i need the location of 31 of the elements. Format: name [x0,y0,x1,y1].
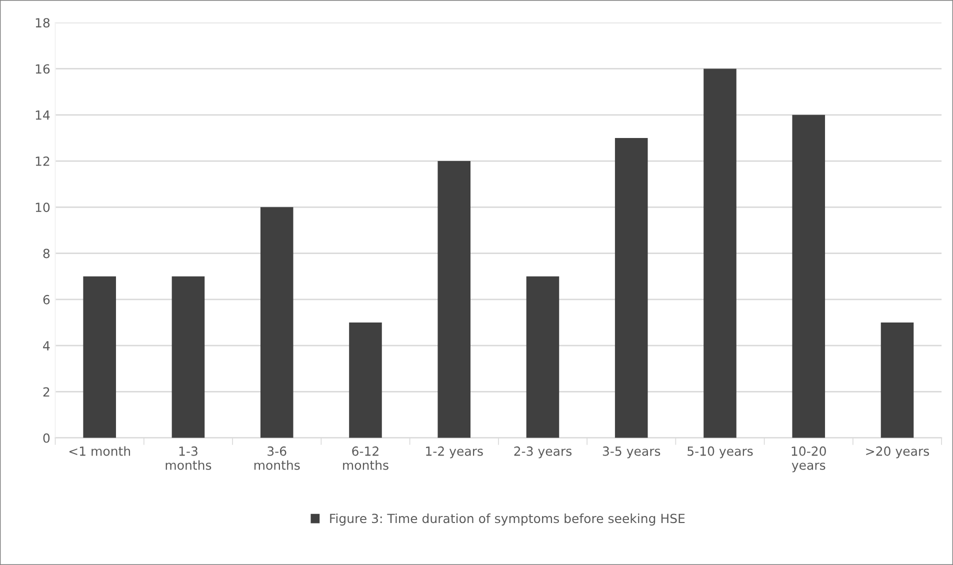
x-tick-label: <1 month [69,446,130,456]
bar [438,161,470,438]
x-tick-label: 3-5 years [602,446,660,458]
y-tick-label: 6 [43,294,50,304]
bar [172,276,205,438]
bar [880,322,914,438]
x-tick-label: 1-2 years [426,446,483,458]
y-tick-label: 14 [36,110,50,120]
x-tick-label: >20 years [866,446,930,458]
bar [349,322,382,438]
y-tick-label: 0 [43,433,50,443]
x-tick-label: 10-20 years [792,446,826,472]
y-tick-label: 12 [36,156,50,166]
bar [260,207,294,438]
x-tick-label: 5-10 years [688,446,753,458]
y-tick-label: 2 [43,387,50,396]
y-tick-label: 4 [43,341,50,350]
y-tick-label: 10 [36,202,50,212]
y-tick-label: 8 [43,248,50,258]
x-tick-label: 2-3 years [514,446,572,458]
y-tick-label: 16 [36,64,50,74]
x-tick-label: 1-3 months [166,446,212,470]
bar [614,138,648,438]
bar [83,276,116,438]
bar [526,276,560,438]
bar [704,68,736,438]
x-tick-label: 3-6 months [254,446,300,470]
y-tick-label: 18 [36,18,50,28]
bar [792,114,826,438]
legend-label: Figure 3: Time duration of symptoms before seeking HSE [330,513,685,526]
x-tick-label: 6-12 months [343,446,388,470]
